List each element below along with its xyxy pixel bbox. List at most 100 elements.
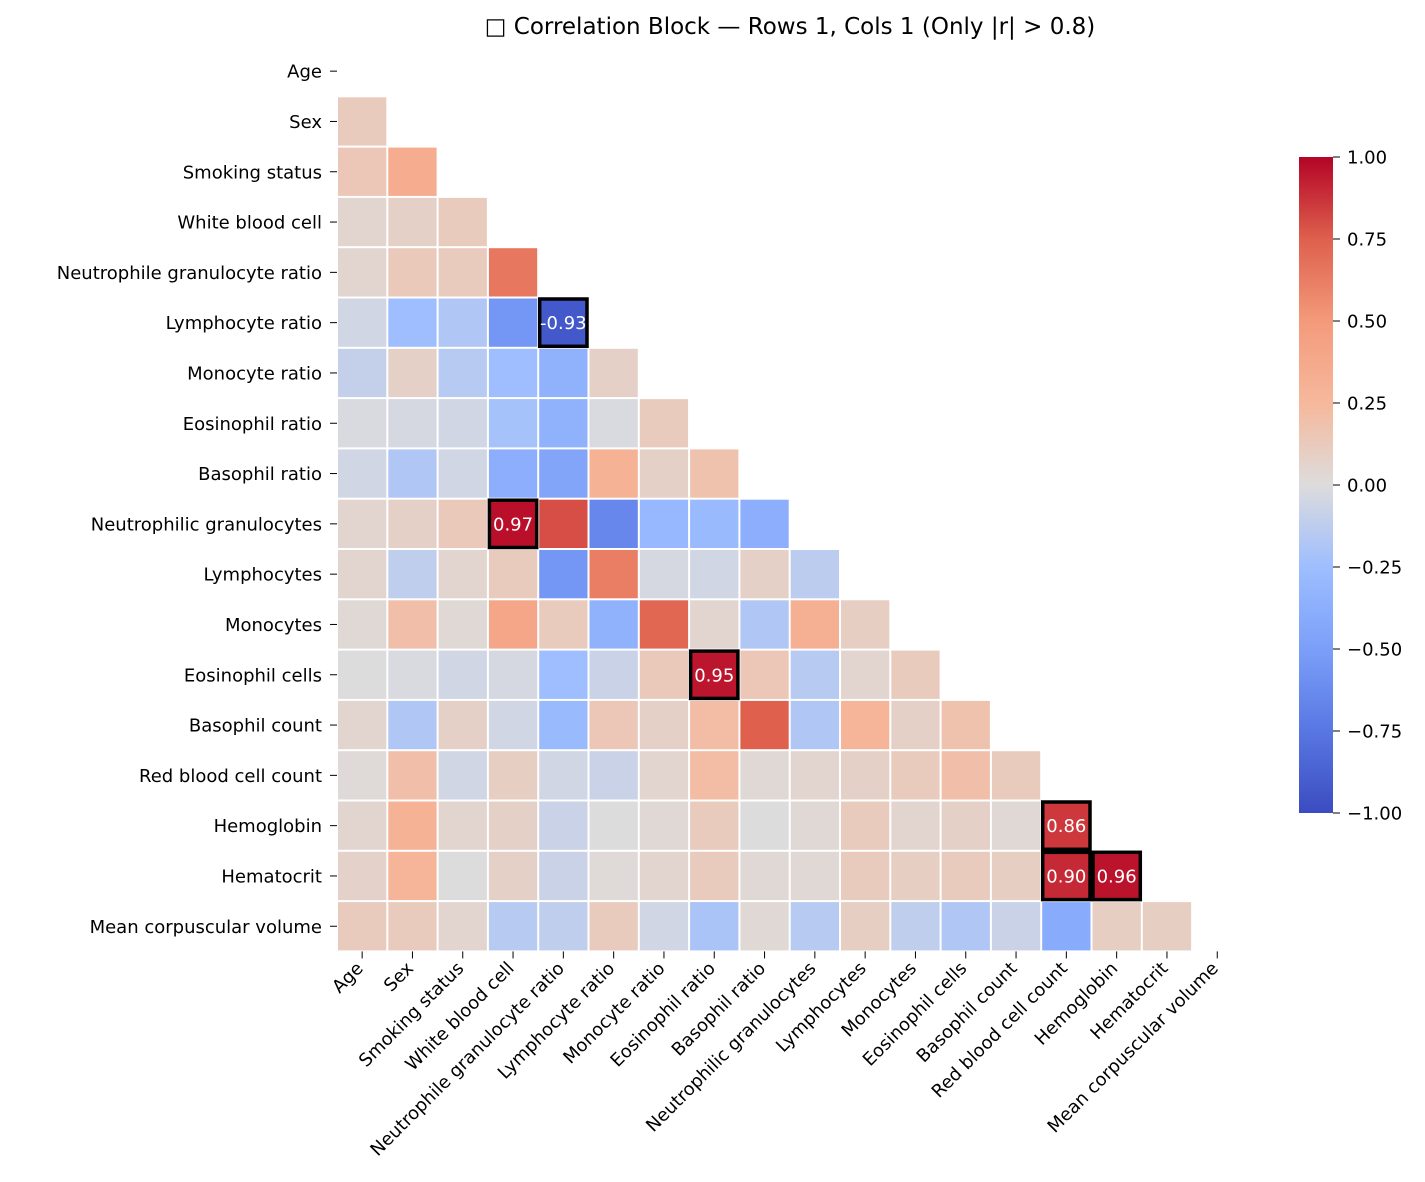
- y-tick-label: Basophil ratio: [198, 464, 322, 485]
- heatmap-cell: [991, 751, 1041, 800]
- y-tick-label: Hematocrit: [221, 866, 322, 887]
- heatmap-cell: [488, 449, 538, 498]
- heatmap-cell: [539, 449, 588, 498]
- heatmap-cell: [690, 550, 739, 599]
- heatmap-cell: [539, 499, 588, 548]
- heatmap-cell: [338, 147, 387, 196]
- heatmap-cell: [841, 650, 890, 699]
- heatmap-cell: [338, 550, 387, 599]
- y-tick-label: Monocytes: [225, 615, 322, 636]
- heatmap-cell: [589, 399, 638, 448]
- heatmap-cell: [589, 550, 638, 599]
- colorbar-tick-label: 1.00: [1347, 148, 1387, 169]
- heatmap-cell: [388, 700, 437, 750]
- heatmap-cell: [488, 751, 538, 800]
- heatmap-cell: [841, 700, 890, 750]
- heatmap-cell: [488, 550, 538, 599]
- heatmap-cell: [740, 600, 789, 649]
- heatmap-cell: [488, 248, 538, 297]
- heatmap-cell: [891, 751, 940, 800]
- heatmap-cell: [589, 851, 638, 901]
- colorbar-tick-label: 0.25: [1347, 394, 1387, 415]
- heatmap-cell: [740, 801, 789, 850]
- heatmap-cell: [740, 902, 789, 951]
- heatmap-cell: [388, 650, 437, 699]
- y-tick-label: Sex: [289, 112, 322, 133]
- heatmap-cell: [539, 600, 588, 649]
- y-tick-label: Neutrophile granulocyte ratio: [57, 263, 322, 284]
- heatmap-cell: [690, 650, 739, 699]
- heatmap-cell: [539, 399, 588, 448]
- heatmap-cell: [539, 751, 588, 800]
- y-tick-label: Basophil count: [189, 716, 322, 737]
- heatmap-cell: [690, 499, 739, 548]
- heatmap-cell: [338, 97, 387, 146]
- heatmap-cell: [488, 348, 538, 398]
- heatmap-cell: [438, 600, 487, 649]
- heatmap-cell: [388, 550, 437, 599]
- heatmap-cell: [690, 600, 739, 649]
- heatmap-cell: [790, 902, 839, 951]
- heatmap-cell: [338, 449, 387, 498]
- y-tick-label: Smoking status: [183, 162, 322, 183]
- heatmap-cell: [338, 600, 387, 649]
- cell-value-label: 0.90: [1046, 866, 1086, 887]
- heatmap-cell: [388, 399, 437, 448]
- heatmap-cell: [690, 751, 739, 800]
- y-tick-label: White blood cell: [177, 213, 322, 234]
- heatmap-cell: [790, 650, 839, 699]
- heatmap-cell: [841, 851, 890, 901]
- heatmap-cell: [539, 801, 588, 850]
- cell-value-label: 0.97: [493, 514, 533, 535]
- heatmap-cell: [589, 348, 638, 398]
- heatmap-cell: [639, 399, 689, 448]
- heatmap-cell: [388, 197, 437, 247]
- heatmap-cell: [338, 248, 387, 297]
- heatmap-cell: [891, 700, 940, 750]
- y-tick-label: Hemoglobin: [214, 816, 322, 837]
- y-tick-label: Lymphocytes: [204, 565, 322, 586]
- heatmap-cell: [438, 449, 487, 498]
- heatmap-cell: [690, 902, 739, 951]
- heatmap-cell: [639, 650, 689, 699]
- heatmap-cell: [891, 902, 940, 951]
- heatmap-cell: [488, 902, 538, 951]
- heatmap-cell: [690, 851, 739, 901]
- heatmap-cell: [539, 650, 588, 699]
- heatmap-cell: [690, 801, 739, 850]
- heatmap-cell: [438, 399, 487, 448]
- heatmap-cell: [991, 851, 1041, 901]
- heatmap-cell: [1042, 851, 1091, 901]
- heatmap-cell: [790, 550, 839, 599]
- colorbar-tick-label: 0.50: [1347, 312, 1387, 333]
- heatmap-cell: [891, 650, 940, 699]
- cell-value-label: -0.93: [540, 313, 587, 334]
- heatmap-cell: [841, 902, 890, 951]
- heatmap-cell: [438, 851, 487, 901]
- heatmap-cell: [388, 348, 437, 398]
- heatmap-cell: [488, 499, 538, 548]
- heatmap-cell: [488, 801, 538, 850]
- heatmap-cell: [388, 751, 437, 800]
- heatmap-cell: [891, 801, 940, 850]
- heatmap-cell: [488, 600, 538, 649]
- heatmap-cell: [639, 550, 689, 599]
- x-tick-label: Age: [328, 958, 367, 997]
- heatmap-cell: [438, 751, 487, 800]
- heatmap-cell: [589, 902, 638, 951]
- heatmap-cell: [639, 600, 689, 649]
- heatmap-cell: [488, 298, 538, 347]
- heatmap-cell: [388, 801, 437, 850]
- heatmap-cell: [941, 851, 990, 901]
- y-tick-label: Age: [287, 62, 322, 83]
- heatmap-cell: [338, 399, 387, 448]
- heatmap-cell: [438, 700, 487, 750]
- heatmap-cell: [539, 902, 588, 951]
- heatmap-cell: [639, 801, 689, 850]
- heatmap-cell: [388, 248, 437, 297]
- colorbar-tick-label: −0.25: [1347, 558, 1402, 579]
- heatmap-cell: [338, 751, 387, 800]
- heatmap-cell: [589, 700, 638, 750]
- heatmap-cell: [438, 650, 487, 699]
